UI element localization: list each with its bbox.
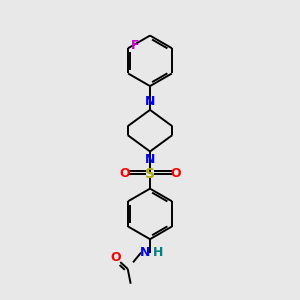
Text: N: N — [145, 153, 155, 166]
Text: O: O — [110, 251, 121, 264]
Text: F: F — [131, 39, 140, 52]
Text: H: H — [153, 246, 164, 259]
Text: S: S — [145, 167, 155, 181]
Text: N: N — [140, 246, 150, 259]
Text: O: O — [119, 167, 130, 180]
Text: N: N — [145, 95, 155, 108]
Text: O: O — [170, 167, 181, 180]
